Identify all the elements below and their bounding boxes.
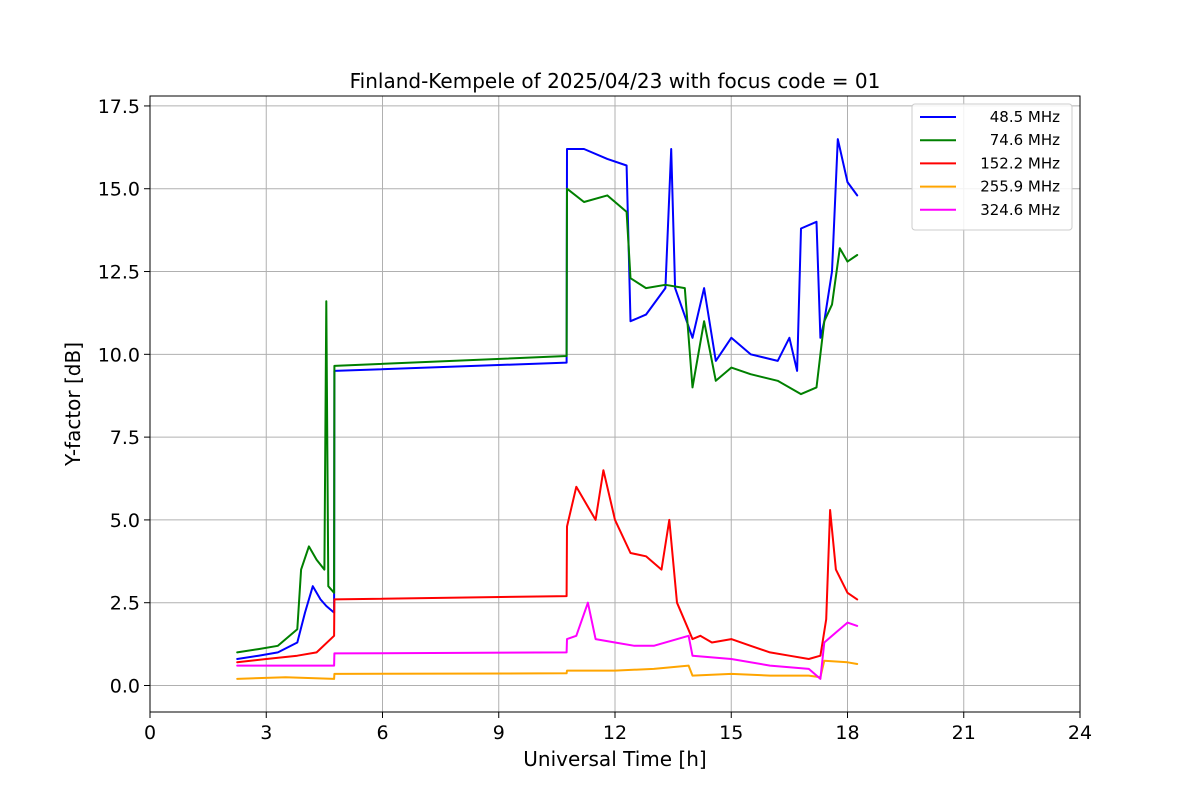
legend-label: 48.5 MHz [990, 108, 1060, 126]
x-tick-label: 3 [260, 722, 272, 744]
legend-label: 152.2 MHz [980, 154, 1060, 172]
legend-frame [911, 103, 1073, 231]
x-tick-label: 21 [952, 722, 976, 744]
x-tick-label: 15 [719, 722, 743, 744]
legend-label: 255.9 MHz [980, 178, 1060, 196]
x-tick-label: 9 [493, 722, 505, 744]
y-tick-label: 7.5 [110, 427, 140, 449]
legend-label: 74.6 MHz [990, 131, 1060, 149]
legend-label: 324.6 MHz [980, 201, 1060, 219]
x-tick-label: 0 [144, 722, 156, 744]
y-tick-label: 0.0 [110, 676, 140, 698]
x-tick-label: 6 [376, 722, 388, 744]
y-tick-label: 12.5 [98, 262, 140, 284]
y-tick-label: 5.0 [110, 510, 140, 532]
chart-title: Finland-Kempele of 2025/04/23 with focus… [350, 69, 881, 93]
series-line-48-5-mhz [236, 138, 859, 660]
x-tick-label: 18 [835, 722, 859, 744]
y-axis: 0.0 2.5 5.0 7.5 10.0 12.5 15.0 17.5 [98, 96, 150, 698]
y-tick-label: 17.5 [98, 96, 140, 118]
y-axis-label: Y-factor [dB] [61, 342, 85, 467]
x-axis: 0 3 6 9 12 15 18 21 24 [144, 712, 1092, 744]
legend: 48.5 MHz 74.6 MHz 152.2 MHz 255.9 MHz 324.6 … [911, 103, 1073, 231]
x-axis-label: Universal Time [h] [523, 747, 706, 771]
x-tick-label: 24 [1068, 722, 1092, 744]
x-tick-label: 12 [603, 722, 627, 744]
plot-area [236, 138, 859, 680]
y-tick-label: 10.0 [98, 344, 140, 366]
series-line-324-6-mhz [236, 601, 859, 680]
y-tick-label: 2.5 [110, 593, 140, 615]
y-tick-label: 15.0 [98, 179, 140, 201]
series-line-152-2-mhz [236, 469, 859, 664]
series-line-74-6-mhz [236, 187, 859, 654]
